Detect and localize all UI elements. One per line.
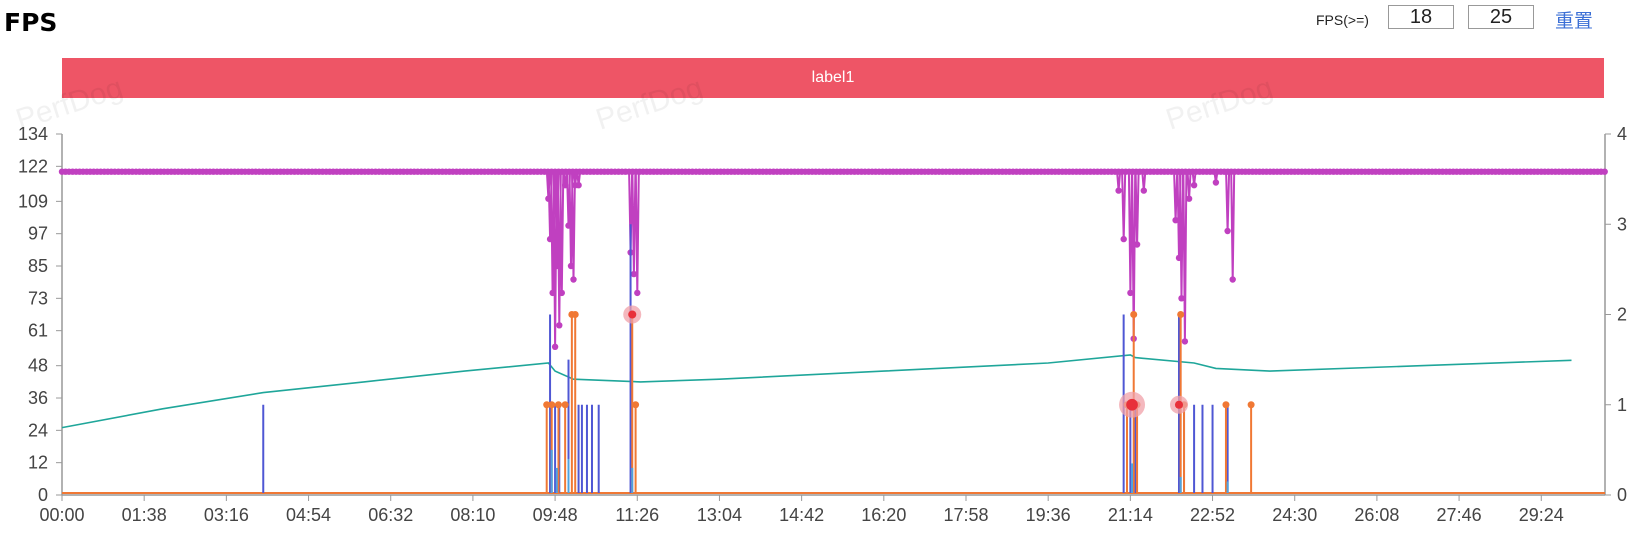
fps-drop-point xyxy=(549,289,556,297)
fps-drop-point xyxy=(1127,289,1134,297)
fps-drop-point xyxy=(567,262,575,270)
x-axis-tick-label: 06:32 xyxy=(368,505,413,525)
watermark-2: PerfDog xyxy=(1162,71,1277,136)
x-axis-tick-label: 01:38 xyxy=(122,505,167,525)
left-axis-tick-label: 0 xyxy=(38,485,48,505)
fps-drop-point xyxy=(565,222,572,229)
fps-point xyxy=(1601,168,1608,175)
x-axis-tick-label: 19:36 xyxy=(1026,505,1071,525)
right-axis-tick-label: 1 xyxy=(1617,395,1627,415)
series-1 xyxy=(61,354,1572,429)
spike-point xyxy=(632,401,640,409)
fps-drop-point xyxy=(1224,227,1231,235)
reset-button[interactable]: 重置 xyxy=(1555,11,1594,32)
x-axis-tick-label: 27:46 xyxy=(1437,505,1482,525)
fps-drop-point xyxy=(575,182,582,189)
page-title: FPS xyxy=(4,8,58,37)
fps-drop-point xyxy=(570,276,577,283)
series-2 xyxy=(262,224,1229,493)
x-axis-tick-label: 14:42 xyxy=(779,505,824,525)
x-axis-tick-label: 13:04 xyxy=(697,505,742,525)
fps-drop-point xyxy=(545,195,552,202)
fps-drop-point xyxy=(1120,235,1127,243)
spike-point xyxy=(554,401,562,409)
spike-point xyxy=(571,311,579,318)
fps-drop-point xyxy=(630,270,638,278)
spike-point xyxy=(1130,311,1138,318)
fps-drop-point xyxy=(553,262,560,270)
spike-point xyxy=(561,401,569,409)
fps-drop-point xyxy=(1178,295,1185,302)
series-0 xyxy=(58,168,1608,350)
left-axis-tick-label: 109 xyxy=(18,191,48,211)
x-axis-tick-label: 03:16 xyxy=(204,505,249,525)
fps-drop-point xyxy=(1172,217,1179,224)
trend-line xyxy=(61,354,1572,429)
fps-drop-point xyxy=(1229,276,1236,283)
right-axis-tick-label: 0 xyxy=(1617,485,1627,505)
left-axis-tick-label: 48 xyxy=(28,356,48,376)
left-axis-tick-label: 97 xyxy=(28,224,48,244)
fps-drop-point xyxy=(558,289,565,297)
fps-drop-point xyxy=(1185,195,1193,202)
x-axis-tick-label: 26:08 xyxy=(1354,505,1399,525)
highlight-marker xyxy=(628,310,637,319)
left-axis-tick-label: 122 xyxy=(18,156,48,176)
fps-high-threshold-input[interactable] xyxy=(1468,5,1534,29)
fps-drop-point xyxy=(562,182,569,189)
x-axis-tick-label: 00:00 xyxy=(39,505,84,525)
fps-drop-point xyxy=(546,235,554,243)
right-axis-tick-label: 3 xyxy=(1617,214,1627,234)
right-axis-tick-label: 4 xyxy=(1617,124,1627,144)
x-axis-tick-label: 21:14 xyxy=(1108,505,1153,525)
fps-drop-point xyxy=(1140,187,1148,194)
spike-point xyxy=(1177,311,1185,318)
fps-filter: FPS(>=) 重置 xyxy=(1220,5,1640,32)
watermark-1: PerfDog xyxy=(592,71,707,136)
left-axis-tick-label: 24 xyxy=(28,420,48,440)
left-axis-tick-label: 73 xyxy=(28,288,48,308)
x-axis-tick-label: 11:26 xyxy=(615,505,659,525)
fps-line xyxy=(62,170,1605,347)
highlight-marker xyxy=(1126,398,1138,411)
right-axis-tick-label: 2 xyxy=(1617,305,1627,325)
spike-point xyxy=(548,401,556,409)
x-axis-tick-label: 04:54 xyxy=(286,505,331,525)
fps-drop-point xyxy=(556,322,563,329)
left-axis-tick-label: 12 xyxy=(28,453,48,473)
x-axis-tick-label: 08:10 xyxy=(450,505,495,525)
left-axis-tick-label: 85 xyxy=(28,256,48,276)
series-4 xyxy=(550,449,1229,493)
fps-low-threshold-input[interactable] xyxy=(1388,5,1454,29)
fps-drop-point xyxy=(1190,182,1198,189)
spike-point xyxy=(1247,401,1255,409)
label-bar[interactable]: label1 xyxy=(62,58,1604,98)
highlight-marker xyxy=(1174,400,1184,409)
left-axis-tick-label: 61 xyxy=(28,321,48,341)
series-3 xyxy=(543,311,1255,493)
fps-drop-point xyxy=(1212,179,1220,186)
x-axis-tick-label: 24:30 xyxy=(1272,505,1317,525)
spike-point xyxy=(543,401,551,409)
fps-drop-point xyxy=(634,289,641,297)
spike-point xyxy=(1222,401,1230,409)
x-axis-tick-label: 16:20 xyxy=(861,505,906,525)
left-axis-tick-label: 36 xyxy=(28,388,48,408)
fps-threshold-label: FPS(>=) xyxy=(1316,12,1369,28)
fps-drop-point xyxy=(1181,338,1189,345)
fps-drop-point xyxy=(551,343,559,350)
x-axis-tick-label: 29:24 xyxy=(1519,505,1564,525)
fps-drop-point xyxy=(1115,187,1122,194)
x-axis-tick-label: 17:58 xyxy=(943,505,988,525)
left-axis-tick-label: 134 xyxy=(18,124,48,144)
fps-drop-point xyxy=(1175,254,1183,262)
fps-drop-point xyxy=(1133,241,1141,248)
x-axis-tick-label: 22:52 xyxy=(1190,505,1235,525)
x-axis-tick-label: 09:48 xyxy=(533,505,578,525)
